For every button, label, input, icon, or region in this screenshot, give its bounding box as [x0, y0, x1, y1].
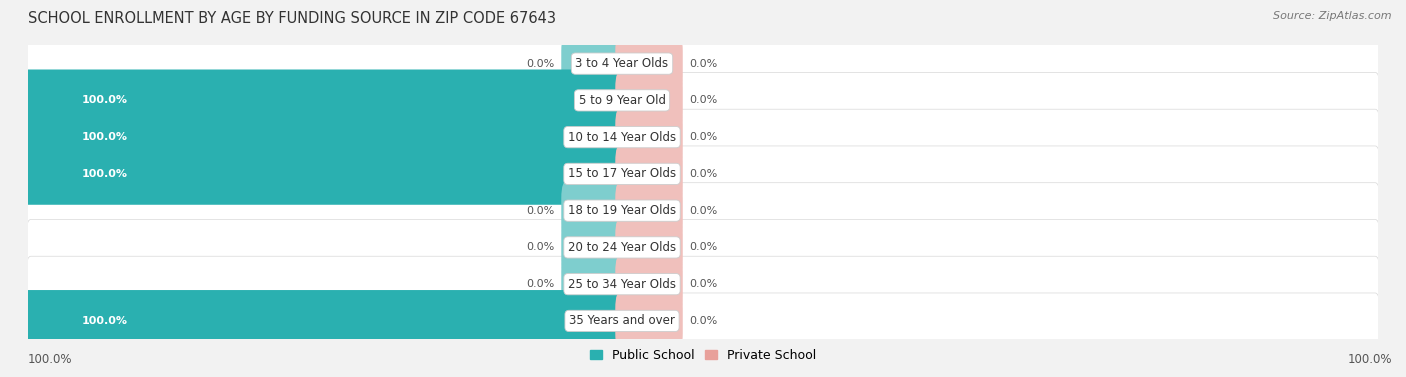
FancyBboxPatch shape [561, 253, 628, 315]
Text: 0.0%: 0.0% [689, 58, 717, 69]
Text: 100.0%: 100.0% [28, 353, 73, 366]
FancyBboxPatch shape [21, 69, 628, 131]
Text: 25 to 34 Year Olds: 25 to 34 Year Olds [568, 278, 676, 291]
Text: 15 to 17 Year Olds: 15 to 17 Year Olds [568, 167, 676, 180]
FancyBboxPatch shape [27, 293, 1379, 349]
FancyBboxPatch shape [27, 146, 1379, 202]
FancyBboxPatch shape [616, 180, 683, 242]
Text: 0.0%: 0.0% [526, 242, 554, 253]
FancyBboxPatch shape [27, 109, 1379, 165]
Text: SCHOOL ENROLLMENT BY AGE BY FUNDING SOURCE IN ZIP CODE 67643: SCHOOL ENROLLMENT BY AGE BY FUNDING SOUR… [28, 11, 557, 26]
Text: 10 to 14 Year Olds: 10 to 14 Year Olds [568, 131, 676, 144]
FancyBboxPatch shape [21, 143, 628, 205]
Text: 0.0%: 0.0% [689, 316, 717, 326]
Text: 0.0%: 0.0% [526, 279, 554, 289]
Legend: Public School, Private School: Public School, Private School [585, 344, 821, 367]
Text: 0.0%: 0.0% [689, 132, 717, 142]
Text: 3 to 4 Year Olds: 3 to 4 Year Olds [575, 57, 669, 70]
Text: 18 to 19 Year Olds: 18 to 19 Year Olds [568, 204, 676, 217]
Text: 100.0%: 100.0% [82, 132, 128, 142]
Text: 0.0%: 0.0% [526, 58, 554, 69]
FancyBboxPatch shape [27, 72, 1379, 128]
Text: 0.0%: 0.0% [689, 169, 717, 179]
FancyBboxPatch shape [21, 290, 628, 352]
FancyBboxPatch shape [616, 290, 683, 352]
Text: 0.0%: 0.0% [689, 205, 717, 216]
Text: 35 Years and over: 35 Years and over [569, 314, 675, 327]
FancyBboxPatch shape [27, 219, 1379, 275]
FancyBboxPatch shape [616, 33, 683, 95]
Text: 0.0%: 0.0% [689, 279, 717, 289]
Text: 100.0%: 100.0% [82, 316, 128, 326]
Text: 100.0%: 100.0% [1347, 353, 1392, 366]
FancyBboxPatch shape [616, 69, 683, 131]
FancyBboxPatch shape [27, 256, 1379, 312]
FancyBboxPatch shape [616, 143, 683, 205]
Text: 100.0%: 100.0% [82, 95, 128, 106]
FancyBboxPatch shape [21, 106, 628, 168]
FancyBboxPatch shape [616, 253, 683, 315]
Text: 0.0%: 0.0% [689, 95, 717, 106]
Text: 5 to 9 Year Old: 5 to 9 Year Old [578, 94, 665, 107]
FancyBboxPatch shape [616, 106, 683, 168]
Text: 0.0%: 0.0% [526, 205, 554, 216]
Text: Source: ZipAtlas.com: Source: ZipAtlas.com [1274, 11, 1392, 21]
FancyBboxPatch shape [616, 216, 683, 278]
FancyBboxPatch shape [27, 183, 1379, 239]
FancyBboxPatch shape [561, 33, 628, 95]
FancyBboxPatch shape [27, 36, 1379, 92]
Text: 20 to 24 Year Olds: 20 to 24 Year Olds [568, 241, 676, 254]
FancyBboxPatch shape [561, 216, 628, 278]
Text: 0.0%: 0.0% [689, 242, 717, 253]
Text: 100.0%: 100.0% [82, 169, 128, 179]
FancyBboxPatch shape [561, 180, 628, 242]
